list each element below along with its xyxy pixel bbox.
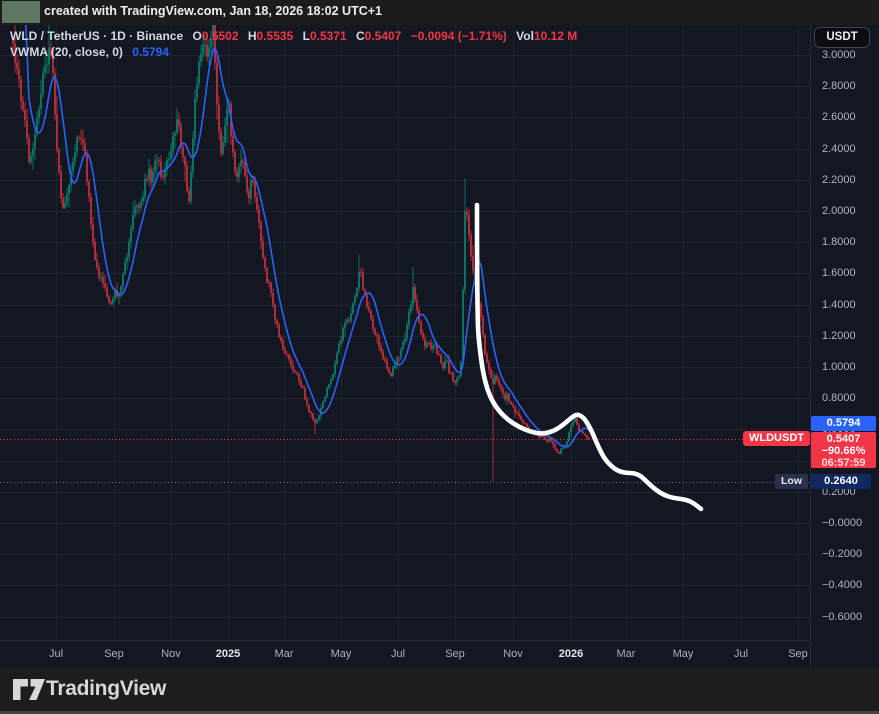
price-tick-label: 2.8000 (822, 80, 856, 93)
price-tick-label: −0.4000 (822, 579, 863, 592)
price-axis[interactable]: USDT 3.0000 2.8000 2.6000 2.4000 2.2000 2.000… (810, 25, 879, 668)
time-tick-label: May (672, 648, 694, 660)
price-tick-label: −0.6000 (822, 610, 863, 623)
price-tick-label: 2.2000 (822, 173, 856, 186)
price-tick-label: 3.0000 (822, 49, 856, 61)
price-tick-label: 1.4000 (822, 298, 856, 311)
time-tick-label: Sep (104, 648, 124, 660)
open-value: 0.5502 (201, 29, 239, 43)
high-label: H (247, 29, 257, 43)
time-tick-label: Nov (161, 648, 181, 660)
low-marker-value: 0.2640 (811, 474, 871, 489)
legend-indicator-row: VWMA (20, close, 0) 0.5794 (10, 45, 169, 59)
price-tick-label: 1.6000 (822, 267, 856, 280)
redaction-box (2, 1, 40, 23)
time-tick-label: Mar (616, 648, 636, 660)
tradingview-logo-icon[interactable] (13, 678, 46, 702)
price-tick-label: 1.2000 (822, 329, 856, 342)
volume-value: 10.12 M (533, 29, 578, 43)
time-tick-label: May (330, 648, 352, 660)
time-tick-label: 2025 (215, 648, 241, 660)
last-price-label: 0.5407 −90.66% 06:57:59 (811, 432, 876, 469)
price-tick-label: 1.8000 (822, 236, 856, 249)
time-tick-label: Mar (274, 648, 294, 660)
price-tick-label: 2.4000 (822, 142, 856, 155)
time-tick-label: Sep (788, 648, 808, 660)
low-value: 0.5371 (309, 29, 347, 43)
symbol-price-line-label: WLDUSDT (743, 431, 810, 446)
volume-label: Vol (516, 29, 534, 43)
price-tick-label: 1.0000 (822, 361, 856, 373)
time-tick-label: 2026 (558, 648, 584, 660)
indicator-value: 0.5794 (132, 45, 169, 59)
caption-text: created with TradingView.com, Jan 18, 20… (44, 4, 382, 18)
change-percent-value: −90.66% (821, 445, 866, 457)
tradingview-wordmark[interactable]: TradingView (46, 677, 167, 700)
open-label: O (192, 29, 202, 43)
vwma-price-label: 0.5794 (811, 416, 876, 431)
time-tick-label: Nov (503, 648, 523, 660)
high-value: 0.5535 (256, 29, 294, 43)
currency-button[interactable]: USDT (814, 27, 870, 48)
footer-bar: TradingView (0, 668, 879, 714)
price-chart-canvas[interactable] (0, 25, 810, 640)
price-tick-label: 0.8000 (822, 392, 856, 405)
symbol-description[interactable]: WLD / TetherUS · 1D · Binance (10, 29, 184, 43)
low-marker-label: Low (775, 474, 808, 489)
last-price-value: 0.5407 (826, 433, 861, 445)
time-tick-label: Jul (733, 648, 749, 660)
indicator-name[interactable]: VWMA (20, close, 0) (10, 45, 123, 59)
low-label: L (302, 29, 310, 43)
price-tick-label: 2.0000 (822, 205, 856, 217)
bar-countdown: 06:57:59 (821, 457, 866, 469)
legend-symbol-row: WLD / TetherUS · 1D · Binance O0.5502 H0… (10, 29, 577, 43)
time-tick-label: Sep (445, 648, 465, 660)
time-axis[interactable]: Jul Sep Nov 2025 Mar May Jul Sep Nov 2026 Mar May Ju… (0, 640, 810, 669)
price-tick-label: −0.0000 (822, 517, 863, 529)
price-tick-label: 2.6000 (822, 111, 856, 124)
time-tick-label: Jul (48, 648, 64, 660)
caption-bar: created with TradingView.com, Jan 18, 20… (0, 0, 879, 25)
close-value: 0.5407 (364, 29, 402, 43)
time-tick-label: Jul (390, 648, 406, 660)
close-label: C (355, 29, 365, 43)
price-tick-label: −0.2000 (822, 548, 863, 561)
change-value: −0.0094 (−1.71%) (410, 29, 507, 43)
